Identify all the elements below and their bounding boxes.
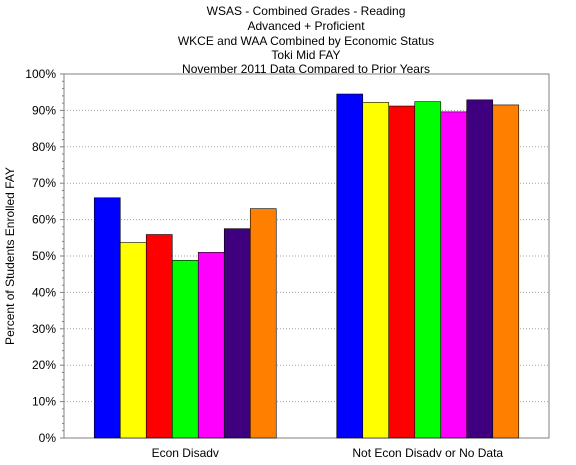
y-tick-label: 60% [32, 213, 56, 227]
y-tick-labels: 0% 10% 20% 30% 40% 50% 60% 70% 80% 90% 100% [25, 67, 56, 445]
bar [197, 252, 225, 439]
bar [492, 104, 520, 439]
y-tick-label: 100% [25, 67, 56, 81]
bar [145, 234, 173, 439]
bar [93, 197, 121, 439]
y-tick-label: 20% [32, 358, 56, 372]
y-tick-label: 70% [32, 176, 56, 190]
category-label: Not Econ Disadv or No Data [352, 446, 503, 460]
bar [414, 101, 442, 439]
y-tick-label: 80% [32, 140, 56, 154]
title-line-3: WKCE and WAA Combined by Economic Status [178, 34, 434, 48]
bar [336, 93, 364, 439]
y-tick-label: 10% [32, 395, 56, 409]
chart-title: WSAS - Combined Grades - Reading Advance… [178, 4, 434, 76]
y-tick-label: 0% [39, 431, 57, 445]
category-label: Econ Disadv [152, 446, 219, 460]
bar [388, 105, 416, 439]
y-tick-label: 30% [32, 322, 56, 336]
title-line-2: Advanced + Proficient [247, 19, 365, 33]
category-labels: Econ Disadv Not Econ Disadv or No Data [152, 446, 504, 460]
y-tick-label: 50% [32, 249, 56, 263]
bars [93, 93, 520, 439]
title-line-5: November 2011 Data Compared to Prior Yea… [182, 62, 430, 76]
bar [171, 260, 199, 439]
bar [466, 99, 494, 439]
y-tick-label: 40% [32, 285, 56, 299]
bar [362, 102, 390, 439]
bar [440, 111, 468, 439]
y-tick-label: 90% [32, 103, 56, 117]
bar [223, 228, 251, 439]
title-line-4: Toki Mid FAY [271, 48, 340, 62]
title-line-1: WSAS - Combined Grades - Reading [207, 4, 406, 18]
y-axis-title: Percent of Students Enrolled FAY [3, 167, 17, 345]
y-minor-ticks [60, 73, 64, 439]
bar [249, 208, 277, 439]
bar [119, 242, 147, 439]
